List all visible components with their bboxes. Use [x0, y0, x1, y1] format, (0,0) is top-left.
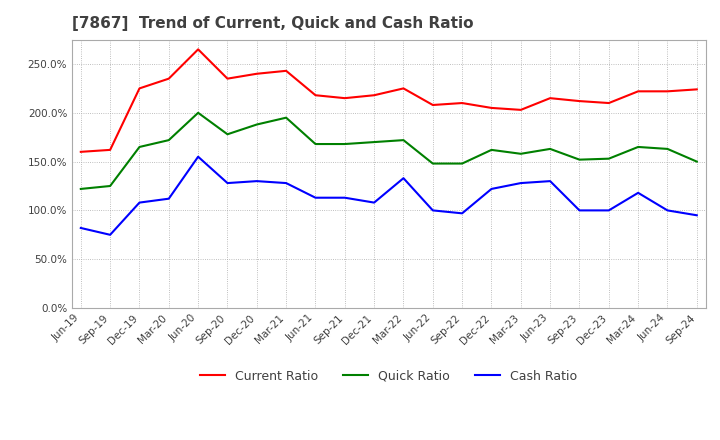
Line: Cash Ratio: Cash Ratio [81, 157, 697, 235]
Line: Current Ratio: Current Ratio [81, 49, 697, 152]
Current Ratio [341, 95, 349, 101]
Current Ratio [634, 89, 642, 94]
Cash Ratio [487, 186, 496, 191]
Quick Ratio [458, 161, 467, 166]
Current Ratio [282, 68, 290, 73]
Current Ratio [106, 147, 114, 153]
Quick Ratio [282, 115, 290, 120]
Current Ratio [663, 89, 672, 94]
Current Ratio [487, 105, 496, 110]
Quick Ratio [487, 147, 496, 153]
Cash Ratio [399, 176, 408, 181]
Quick Ratio [311, 141, 320, 147]
Current Ratio [605, 100, 613, 106]
Quick Ratio [135, 144, 144, 150]
Text: [7867]  Trend of Current, Quick and Cash Ratio: [7867] Trend of Current, Quick and Cash … [72, 16, 474, 32]
Cash Ratio [194, 154, 202, 159]
Quick Ratio [253, 122, 261, 127]
Cash Ratio [282, 180, 290, 186]
Cash Ratio [164, 196, 173, 202]
Quick Ratio [663, 146, 672, 151]
Cash Ratio [605, 208, 613, 213]
Cash Ratio [546, 179, 554, 184]
Current Ratio [370, 92, 379, 98]
Quick Ratio [575, 157, 584, 162]
Current Ratio [253, 71, 261, 77]
Current Ratio [311, 92, 320, 98]
Current Ratio [223, 76, 232, 81]
Cash Ratio [634, 190, 642, 195]
Quick Ratio [76, 186, 85, 191]
Cash Ratio [106, 232, 114, 238]
Cash Ratio [663, 208, 672, 213]
Quick Ratio [516, 151, 525, 157]
Cash Ratio [370, 200, 379, 205]
Cash Ratio [341, 195, 349, 200]
Current Ratio [458, 100, 467, 106]
Cash Ratio [76, 225, 85, 231]
Current Ratio [428, 103, 437, 108]
Cash Ratio [135, 200, 144, 205]
Cash Ratio [516, 180, 525, 186]
Cash Ratio [223, 180, 232, 186]
Cash Ratio [693, 213, 701, 218]
Current Ratio [135, 86, 144, 91]
Current Ratio [164, 76, 173, 81]
Current Ratio [575, 99, 584, 104]
Quick Ratio [223, 132, 232, 137]
Current Ratio [76, 149, 85, 154]
Quick Ratio [428, 161, 437, 166]
Quick Ratio [546, 146, 554, 151]
Quick Ratio [370, 139, 379, 145]
Quick Ratio [605, 156, 613, 161]
Quick Ratio [693, 159, 701, 164]
Legend: Current Ratio, Quick Ratio, Cash Ratio: Current Ratio, Quick Ratio, Cash Ratio [195, 365, 582, 388]
Line: Quick Ratio: Quick Ratio [81, 113, 697, 189]
Cash Ratio [311, 195, 320, 200]
Current Ratio [194, 47, 202, 52]
Quick Ratio [634, 144, 642, 150]
Current Ratio [693, 87, 701, 92]
Cash Ratio [458, 211, 467, 216]
Quick Ratio [164, 137, 173, 143]
Cash Ratio [428, 208, 437, 213]
Current Ratio [546, 95, 554, 101]
Cash Ratio [253, 179, 261, 184]
Cash Ratio [575, 208, 584, 213]
Quick Ratio [399, 137, 408, 143]
Current Ratio [399, 86, 408, 91]
Quick Ratio [341, 141, 349, 147]
Current Ratio [516, 107, 525, 113]
Quick Ratio [194, 110, 202, 115]
Quick Ratio [106, 183, 114, 189]
